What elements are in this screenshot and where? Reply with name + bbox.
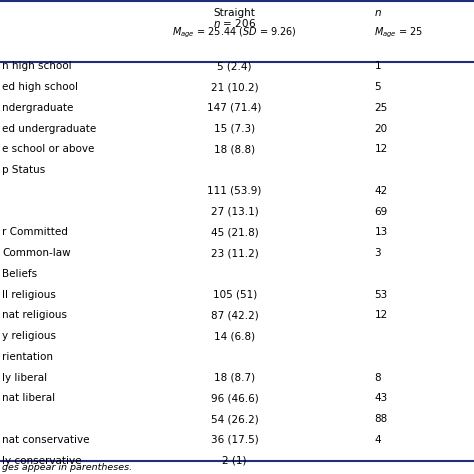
Text: ly liberal: ly liberal	[2, 373, 47, 383]
Text: $\mathit{M}_{age}$ = 25: $\mathit{M}_{age}$ = 25	[374, 26, 424, 40]
Text: n high school: n high school	[2, 61, 72, 71]
Text: 2 (1): 2 (1)	[222, 456, 247, 465]
Text: 5 (2.4): 5 (2.4)	[218, 61, 252, 71]
Text: $\mathit{M}_{age}$ = 25.44 ($\mathit{SD}$ = 9.26): $\mathit{M}_{age}$ = 25.44 ($\mathit{SD}…	[172, 26, 297, 40]
Text: 54 (26.2): 54 (26.2)	[211, 414, 258, 424]
Text: 25: 25	[374, 103, 388, 113]
Text: 147 (71.4): 147 (71.4)	[208, 103, 262, 113]
Text: nat religious: nat religious	[2, 310, 67, 320]
Text: 23 (11.2): 23 (11.2)	[211, 248, 258, 258]
Text: 12: 12	[374, 144, 388, 155]
Text: 96 (46.6): 96 (46.6)	[211, 393, 258, 403]
Text: $\mathit{n}$ = 206: $\mathit{n}$ = 206	[213, 17, 256, 28]
Text: 88: 88	[374, 414, 388, 424]
Text: 12: 12	[374, 310, 388, 320]
Text: 8: 8	[374, 373, 381, 383]
Text: 21 (10.2): 21 (10.2)	[211, 82, 258, 92]
Text: 3: 3	[374, 248, 381, 258]
Text: 43: 43	[374, 393, 388, 403]
Text: 18 (8.7): 18 (8.7)	[214, 373, 255, 383]
Text: 1: 1	[374, 61, 381, 71]
Text: 42: 42	[374, 186, 388, 196]
Text: ges appear in parentheses.: ges appear in parentheses.	[2, 463, 133, 472]
Text: 4: 4	[374, 435, 381, 445]
Text: ed high school: ed high school	[2, 82, 78, 92]
Text: ll religious: ll religious	[2, 290, 56, 300]
Text: 36 (17.5): 36 (17.5)	[211, 435, 258, 445]
Text: ed undergraduate: ed undergraduate	[2, 124, 97, 134]
Text: 53: 53	[374, 290, 388, 300]
Text: 27 (13.1): 27 (13.1)	[211, 207, 258, 217]
Text: ly conservative: ly conservative	[2, 456, 82, 465]
Text: nat liberal: nat liberal	[2, 393, 55, 403]
Text: rientation: rientation	[2, 352, 54, 362]
Text: 13: 13	[374, 228, 388, 237]
Text: Straight: Straight	[214, 8, 255, 18]
Text: 45 (21.8): 45 (21.8)	[211, 228, 258, 237]
Text: 105 (51): 105 (51)	[212, 290, 257, 300]
Text: $\mathit{n}$: $\mathit{n}$	[374, 8, 383, 18]
Text: ndergraduate: ndergraduate	[2, 103, 74, 113]
Text: 111 (53.9): 111 (53.9)	[208, 186, 262, 196]
Text: 87 (42.2): 87 (42.2)	[211, 310, 258, 320]
Text: Common-law: Common-law	[2, 248, 71, 258]
Text: 5: 5	[374, 82, 381, 92]
Text: 15 (7.3): 15 (7.3)	[214, 124, 255, 134]
Text: Beliefs: Beliefs	[2, 269, 37, 279]
Text: 14 (6.8): 14 (6.8)	[214, 331, 255, 341]
Text: y religious: y religious	[2, 331, 56, 341]
Text: nat conservative: nat conservative	[2, 435, 90, 445]
Text: 20: 20	[374, 124, 388, 134]
Text: 18 (8.8): 18 (8.8)	[214, 144, 255, 155]
Text: 69: 69	[374, 207, 388, 217]
Text: p Status: p Status	[2, 165, 46, 175]
Text: r Committed: r Committed	[2, 228, 68, 237]
Text: e school or above: e school or above	[2, 144, 95, 155]
